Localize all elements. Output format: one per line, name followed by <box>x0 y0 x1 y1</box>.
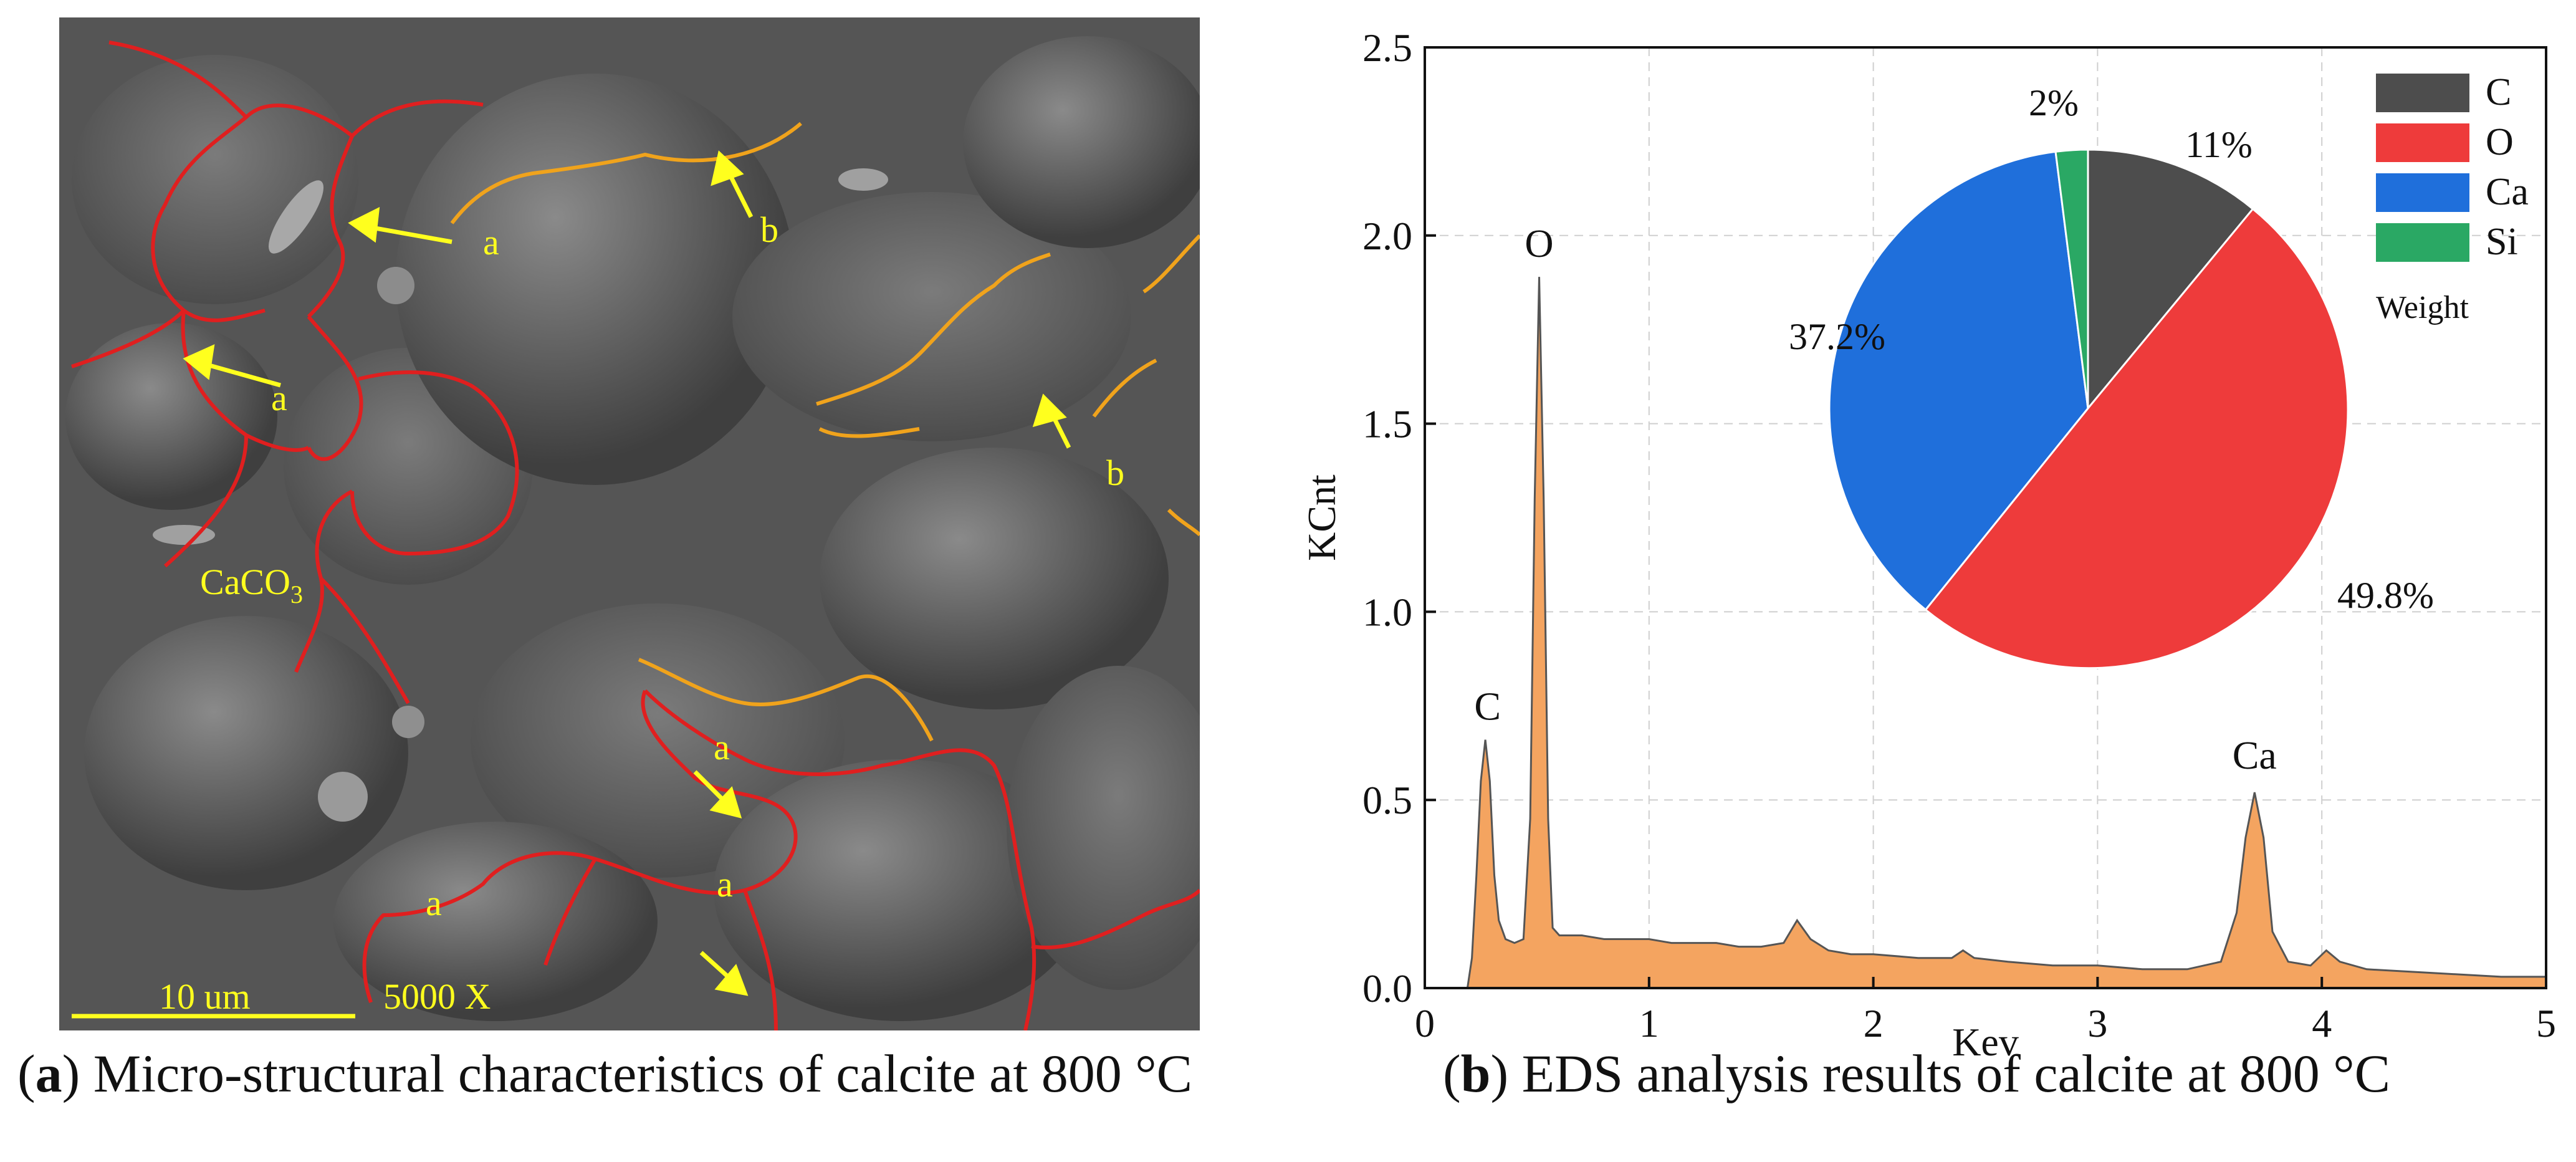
pie-slice-c <box>2087 148 2254 411</box>
pie-slice-label: 11% <box>2185 124 2253 165</box>
y-axis-label: KCnt <box>1300 474 1344 561</box>
grain <box>396 74 795 485</box>
grain <box>820 448 1169 709</box>
y-tick-label: 2.5 <box>1362 26 1412 70</box>
pie-slice-si <box>2054 148 2089 409</box>
caption-a-letter: a <box>35 1044 62 1103</box>
legend-title: Weight <box>2376 290 2469 325</box>
legend-swatch-c <box>2376 74 2469 112</box>
legend-label: Ca <box>2486 171 2529 213</box>
grain <box>732 192 1131 441</box>
peak-label: O <box>1525 221 1553 266</box>
legend-swatch-si <box>2376 223 2469 262</box>
label-a: a <box>271 378 287 418</box>
x-tick-label: 3 <box>2087 1001 2107 1045</box>
grain-boundaries-a <box>71 41 1200 1030</box>
legend-label: Si <box>2486 221 2518 263</box>
y-tick-label: 1.5 <box>1362 402 1412 446</box>
particle <box>268 180 324 254</box>
grain <box>1007 666 1200 990</box>
caption-a: (a) Micro-structural characteristics of … <box>17 1044 1192 1103</box>
pie-slice-label: 2% <box>2029 82 2079 123</box>
legend-swatch-o <box>2376 123 2469 162</box>
x-tick-label: 1 <box>1639 1001 1659 1045</box>
y-tick-label: 0.5 <box>1362 778 1412 822</box>
particle <box>392 706 424 738</box>
peak-label: C <box>1474 684 1501 728</box>
label-b: b <box>760 209 778 250</box>
label-a: a <box>717 864 733 905</box>
grain-boundaries-b <box>450 122 1200 742</box>
label-b: b <box>1106 453 1124 493</box>
caption-b-text: EDS analysis results of calcite at 800 °… <box>1521 1044 2391 1103</box>
caption-b-letter: b <box>1460 1044 1491 1103</box>
label-a: a <box>483 222 499 262</box>
peak-label: Ca <box>2233 733 2277 777</box>
annotation-arrows <box>183 150 1071 996</box>
x-tick-label: 0 <box>1415 1001 1435 1045</box>
grain <box>714 759 1088 1021</box>
eds-chart: 0 1 2 3 4 5 0.0 0.5 1.0 1.5 2.0 2.5 Kev KCnt C O Ca 11% 49… <box>1284 25 2576 1085</box>
particle <box>318 772 368 822</box>
pie-slice-label: 37.2% <box>1789 316 1885 357</box>
grain <box>84 616 408 890</box>
caption-b: (b) EDS analysis results of calcite at 8… <box>1443 1044 2391 1103</box>
eds-chart-svg: 0 1 2 3 4 50.00.51.01.52.02.5KevKCntCOCa11%49… <box>1300 26 2556 1064</box>
grain <box>65 323 277 510</box>
sem-image: a a a a a b b CaCO3 10 um 5000 X <box>59 17 1200 1030</box>
grain <box>333 822 658 1021</box>
grain <box>72 55 358 304</box>
spectrum-area <box>1425 277 2546 989</box>
legend-swatch-ca <box>2376 173 2469 212</box>
plot-frame <box>1424 46 2547 989</box>
scale-bar-label: 10 um <box>159 976 251 1017</box>
x-tick-label: 5 <box>2536 1001 2556 1045</box>
grain <box>963 36 1200 248</box>
sem-micrograph: a a a a a b b CaCO3 10 um 5000 X <box>59 17 1200 1030</box>
particle <box>838 168 888 191</box>
x-axis-label: Kev <box>1952 1020 2019 1064</box>
legend-label: C <box>2486 71 2511 113</box>
y-tick-label: 0.0 <box>1362 966 1412 1011</box>
spectrum-line <box>1425 277 2546 989</box>
particle <box>377 267 414 304</box>
pie-slice-o <box>1924 208 2349 670</box>
legend-label: O <box>2486 121 2514 163</box>
magnification-label: 5000 X <box>383 976 491 1017</box>
caption-a-text: Micro-structural characteristics of calc… <box>93 1044 1192 1103</box>
mineral-label: CaCO3 <box>200 562 303 608</box>
label-a: a <box>714 727 730 767</box>
particle <box>153 525 215 545</box>
label-a: a <box>426 883 442 923</box>
pie-slice-ca <box>1828 150 2089 612</box>
y-tick-label: 2.0 <box>1362 214 1412 258</box>
x-tick-label: 4 <box>2312 1001 2332 1045</box>
y-tick-label: 1.0 <box>1362 590 1412 634</box>
pie-slice-label: 49.8% <box>2337 575 2434 616</box>
x-tick-label: 2 <box>1864 1001 1884 1045</box>
